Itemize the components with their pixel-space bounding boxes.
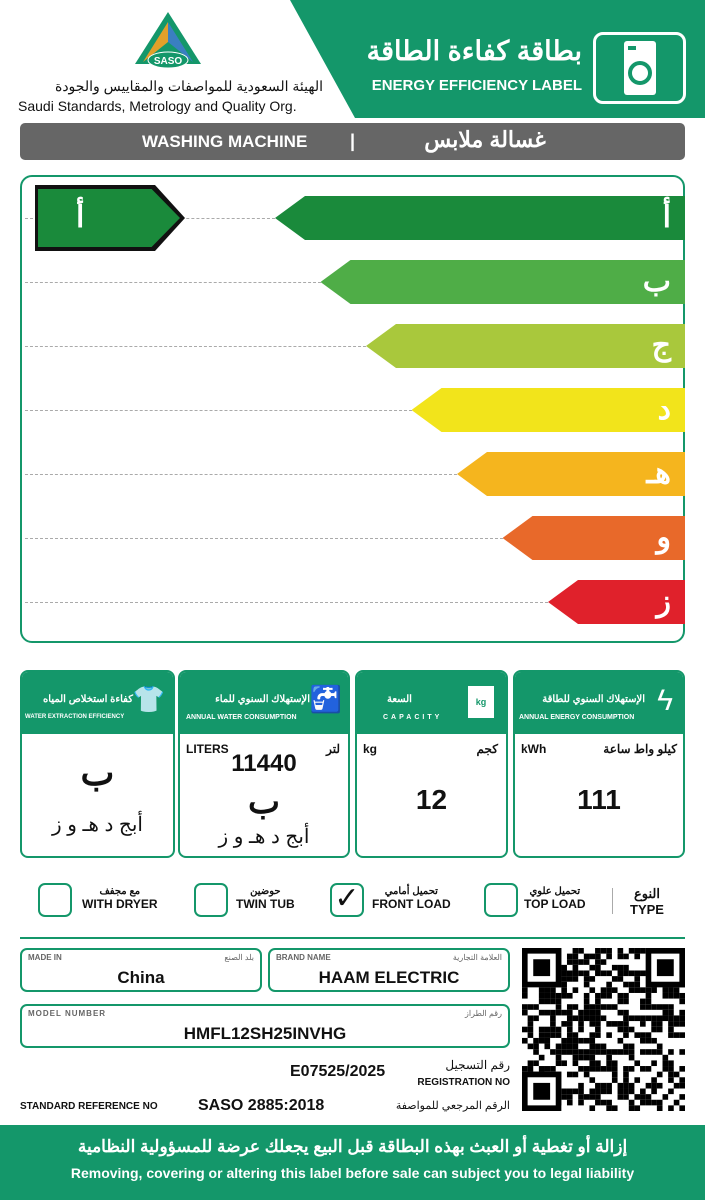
product-type-en: WASHING MACHINE (142, 132, 308, 151)
type-label: النوع TYPE (630, 886, 664, 917)
card-extraction: كفاءة استخلاص المياه WATER EXTRACTION EFF… (20, 670, 175, 858)
water-value: 11440 (231, 750, 297, 777)
model-field: MODEL NUMBER رقم الطراز HMFL12SH25INVHG (20, 1004, 510, 1048)
guide-line (25, 282, 321, 283)
water-scale: أبج د هـ و ز (218, 826, 310, 848)
checkbox-front-load[interactable]: ✓ (330, 883, 364, 917)
guide-line (25, 538, 503, 539)
wrung-shirt-icon: 👕 (132, 684, 165, 714)
registration-label-ar: رقم التسجيل (445, 1058, 510, 1072)
guide-line (25, 346, 366, 347)
checkbox-top-load[interactable] (484, 883, 518, 917)
extraction-title-en: WATER EXTRACTION EFFICIENCY (25, 714, 125, 720)
divider: | (350, 131, 356, 151)
energy-value: 111 (577, 784, 621, 815)
standard-label-en: STANDARD REFERENCE NO (20, 1101, 158, 1112)
label-front-load: تحميل أمامي FRONT LOAD (372, 886, 451, 911)
brand-value: HAAM ELECTRIC (318, 968, 460, 987)
org-name-en: Saudi Standards, Metrology and Quality O… (18, 98, 297, 114)
washing-machine-icon (593, 32, 686, 104)
checkbox-twin-tub[interactable] (194, 883, 228, 917)
footer-warning: إزالة أو تغطية أو العبث بهذه البطاقة قبل… (0, 1125, 705, 1200)
product-type-bar: WASHING MACHINE | غسالة ملابس (20, 123, 685, 160)
card-energy: الإستهلاك السنوي للطاقة ANNUAL ENERGY CON… (513, 670, 685, 858)
saso-logo: SASO (135, 12, 201, 69)
lightning-icon: ϟ (657, 684, 673, 717)
extraction-scale: أبج د هـ و ز (52, 814, 143, 836)
card-water: الإستهلاك السنوي للماء ANNUAL WATER CONSU… (178, 670, 350, 858)
water-unit-ar: لتر (326, 742, 340, 756)
energy-class-bar: و (502, 516, 685, 560)
water-rating: ب (247, 783, 280, 821)
capacity-title-en: CAPACITY (383, 714, 443, 721)
brand-field: BRAND NAME العلامة التجارية HAAM ELECTRIC (268, 948, 510, 992)
faucet-icon: 🚰 (309, 684, 342, 714)
checkbox-with-dryer[interactable] (38, 883, 72, 917)
water-title-ar: الإستهلاك السنوي للماء (215, 694, 310, 705)
capacity-unit-en: kg (363, 742, 378, 756)
registration-value: E07525/2025 (290, 1063, 386, 1080)
org-name-ar: الهيئة السعودية للمواصفات والمقاييس والج… (54, 78, 323, 94)
energy-class-bar: ب (320, 260, 685, 304)
energy-unit-en: kWh (521, 742, 547, 756)
energy-title-ar: الإستهلاك السنوي للطاقة (542, 694, 645, 705)
model-value: HMFL12SH25INVHG (183, 1024, 347, 1043)
water-unit-en: LITERS (186, 742, 229, 756)
label-top-load: تحميل علوي TOP LOAD (524, 886, 586, 911)
standard-label-ar: الرقم المرجعي للمواصفة (395, 1100, 510, 1112)
energy-unit-ar: كيلو واط ساعة (603, 742, 677, 756)
extraction-rating: ب (80, 752, 115, 793)
energy-title-en: ANNUAL ENERGY CONSUMPTION (519, 714, 635, 721)
capacity-unit-ar: كجم (476, 742, 498, 756)
water-title-en: ANNUAL WATER CONSUMPTION (186, 714, 297, 721)
made-in-value: China (117, 968, 165, 987)
card-capacity: السعة CAPACITY kg kg كجم 12 (355, 670, 508, 858)
divider (20, 937, 685, 939)
capacity-value: 12 (415, 784, 448, 815)
capacity-title-ar: السعة (387, 694, 412, 705)
extraction-title-ar: كفاءة استخلاص المياه (43, 694, 133, 705)
energy-class-bar: د (411, 388, 685, 432)
label-title-ar: بطاقة كفاءة الطاقة (366, 36, 582, 66)
label-title-en: ENERGY EFFICIENCY LABEL (371, 77, 582, 94)
registration-label-en: REGISTRATION NO (417, 1077, 510, 1088)
shirt-kg-icon: kg (468, 686, 494, 718)
energy-class-bar: ز (548, 580, 685, 624)
made-in-field: MADE IN بلد الصنع China (20, 948, 262, 992)
energy-class-bar: ج (366, 324, 685, 368)
warning-ar: إزالة أو تغطية أو العبث بهذه البطاقة قبل… (77, 1137, 628, 1156)
guide-line (25, 602, 548, 603)
energy-class-bar: هـ (457, 452, 685, 496)
warning-en: Removing, covering or altering this labe… (70, 1165, 635, 1181)
product-type-ar: غسالة ملابس (424, 127, 546, 152)
svg-text:SASO: SASO (154, 56, 183, 67)
rating-indicator: أ (38, 189, 180, 247)
guide-line (25, 474, 457, 475)
label-with-dryer: مع مجفف WITH DRYER (82, 886, 158, 911)
guide-line (25, 410, 412, 411)
qr-code[interactable] (522, 948, 685, 1111)
energy-class-bar: أ (275, 196, 685, 240)
divider (612, 888, 613, 914)
label-twin-tub: حوضين TWIN TUB (236, 886, 295, 911)
standard-value: SASO 2885:2018 (198, 1097, 325, 1114)
